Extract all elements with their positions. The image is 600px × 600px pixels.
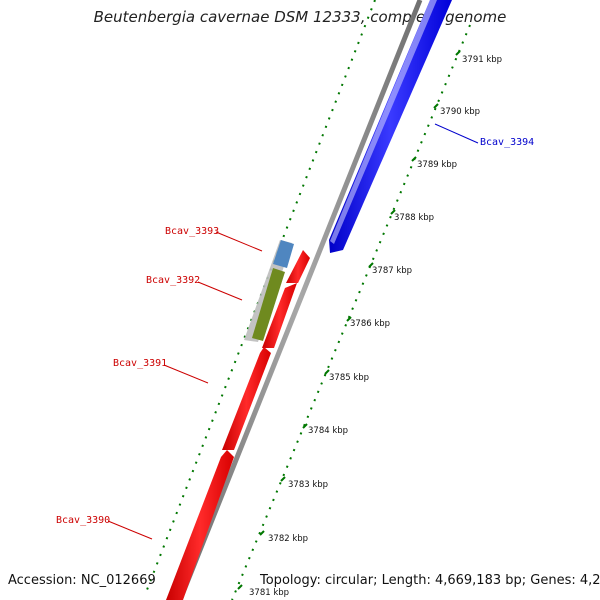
ruler-labels: 3791 kbp 3790 kbp 3789 kbp 3788 kbp 3787… [249,55,502,598]
map-title: Beutenbergia cavernae DSM 12333, complet… [93,8,507,26]
tick-3788: 3788 kbp [394,213,434,223]
genome-summary: Topology: circular; Length: 4,669,183 bp… [260,573,600,588]
gene-bcav-3394[interactable] [329,0,452,253]
feature-bar-olive [252,268,285,341]
label-bcav-3393[interactable]: Bcav_3393 [165,226,219,237]
label-bcav-3391[interactable]: Bcav_3391 [113,358,167,369]
ruler-ticks [237,50,461,590]
gene-bcav-3391[interactable] [222,347,271,450]
tick-3781: 3781 kbp [249,588,289,598]
feature-bar-blue [273,240,294,268]
label-line-bcav-3390 [107,520,153,540]
label-line-bcav-3394 [434,123,479,144]
tick-3786: 3786 kbp [350,319,390,329]
accession-label: Accession: NC_012669 [8,573,156,588]
tick-3790: 3790 kbp [440,107,480,117]
label-line-bcav-3392 [197,281,243,301]
tick-3782: 3782 kbp [268,534,308,544]
tick-3787: 3787 kbp [372,266,412,276]
tick-3789: 3789 kbp [417,160,457,170]
label-bcav-3392[interactable]: Bcav_3392 [146,275,200,286]
tick-3791: 3791 kbp [462,55,502,65]
label-bcav-3394[interactable]: Bcav_3394 [480,137,534,148]
tick-3783: 3783 kbp [288,480,328,490]
label-line-bcav-3391 [163,364,209,384]
gene-bcav-3392[interactable] [262,283,297,348]
gene-bcav-3393[interactable] [286,250,310,283]
gene-bcav-3390[interactable] [166,450,234,600]
genome-backbone [177,0,423,600]
label-line-bcav-3393 [215,231,263,252]
tick-3785: 3785 kbp [329,373,369,383]
label-bcav-3390[interactable]: Bcav_3390 [56,515,110,526]
gene-bcav-3394-highlight [330,0,437,244]
gc-content-track-left [144,0,376,596]
tick-3784: 3784 kbp [308,426,348,436]
